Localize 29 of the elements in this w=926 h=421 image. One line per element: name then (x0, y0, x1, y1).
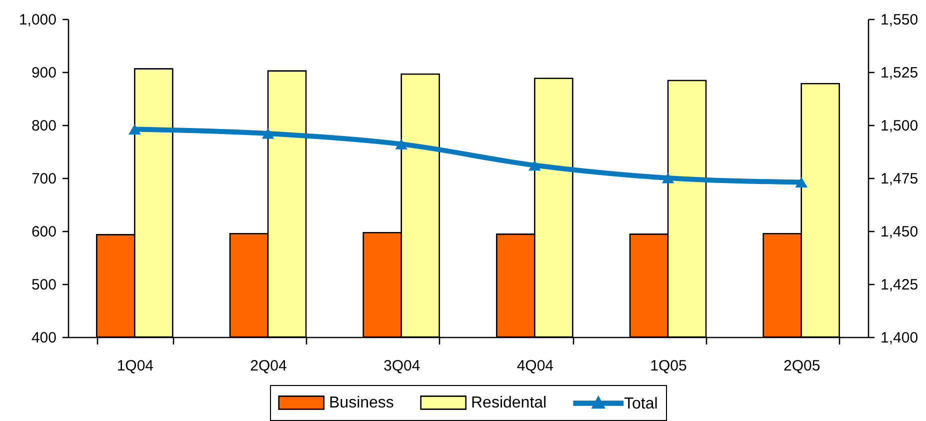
y-tick-label: 700 (31, 170, 56, 188)
y2-tick-label: 1,425 (880, 276, 918, 294)
legend-label: Business (329, 394, 394, 412)
y-tick-label: 600 (31, 224, 56, 240)
point (795, 176, 808, 188)
y-tick-label: 500 (31, 276, 56, 294)
y2-tick-label: 1,475 (880, 170, 918, 188)
point (128, 124, 141, 135)
y2-tick-label: 1,525 (880, 64, 918, 82)
y2-tick-label: 1,400 (880, 330, 918, 346)
y2-tick-label: 1,500 (880, 118, 918, 134)
point (395, 138, 408, 150)
x-tick-label: 4Q04 (516, 358, 554, 374)
legend-label: Residental (471, 394, 547, 412)
x-tick-label: 1Q05 (650, 358, 687, 374)
x-tick-label: 2Q04 (250, 358, 287, 374)
x-tick-label: 2Q05 (783, 358, 820, 374)
y-tick-label: 900 (31, 64, 56, 82)
y-tick-label: 1,000 (18, 12, 56, 28)
point (262, 128, 274, 139)
x-tick-label: 3Q04 (383, 358, 420, 374)
legend-label: Total (624, 395, 658, 412)
y-tick-label: 800 (31, 118, 56, 134)
point (662, 172, 674, 184)
x-tick-label: 1Q04 (116, 358, 154, 374)
y2-tick-label: 1,450 (880, 224, 918, 240)
y2-tick-label: 1,550 (880, 12, 918, 28)
y-tick-label: 400 (31, 330, 56, 346)
point (528, 160, 541, 171)
